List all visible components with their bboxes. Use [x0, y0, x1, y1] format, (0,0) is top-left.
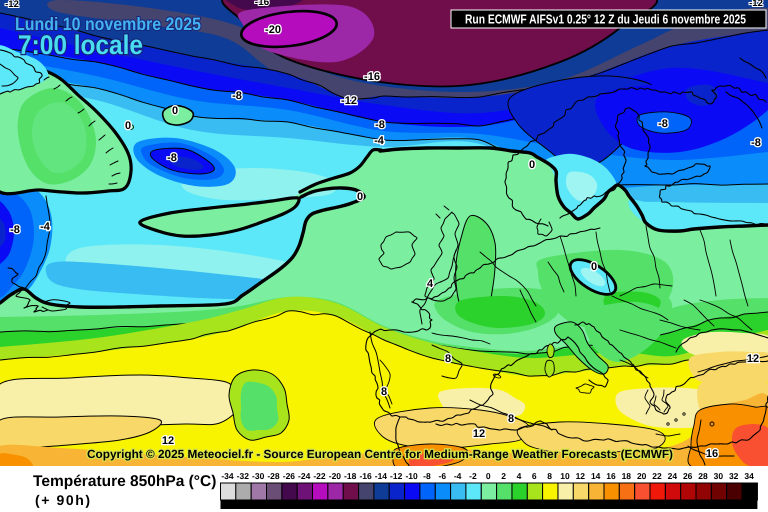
svg-text:8: 8	[508, 413, 514, 425]
svg-text:Lundi 10 novembre 2025: Lundi 10 novembre 2025	[15, 14, 201, 34]
svg-text:34: 34	[744, 471, 754, 481]
svg-text:-8: -8	[10, 224, 20, 236]
svg-text:0: 0	[529, 159, 535, 171]
svg-text:-20: -20	[265, 24, 281, 36]
svg-text:12: 12	[473, 428, 485, 440]
svg-text:-4: -4	[40, 221, 51, 233]
svg-text:-10: -10	[405, 471, 418, 481]
svg-text:-8: -8	[658, 118, 668, 130]
svg-text:12: 12	[576, 471, 586, 481]
svg-text:18: 18	[622, 471, 632, 481]
svg-text:8: 8	[547, 471, 552, 481]
svg-text:-26: -26	[283, 471, 296, 481]
svg-text:24: 24	[668, 471, 678, 481]
svg-text:2: 2	[501, 471, 506, 481]
svg-text:-4: -4	[374, 135, 385, 147]
svg-text:28: 28	[698, 471, 708, 481]
svg-text:16: 16	[606, 471, 616, 481]
svg-text:4: 4	[427, 278, 434, 290]
svg-text:-12: -12	[5, 0, 19, 10]
svg-text:20: 20	[637, 471, 647, 481]
svg-text:Copyright © 2025 Meteociel.fr: Copyright © 2025 Meteociel.fr - Source E…	[87, 447, 673, 461]
svg-text:-16: -16	[359, 471, 372, 481]
svg-text:-12: -12	[341, 95, 357, 107]
svg-text:0: 0	[486, 471, 491, 481]
svg-text:-8: -8	[167, 152, 177, 164]
svg-text:-22: -22	[313, 471, 326, 481]
svg-text:-20: -20	[329, 471, 342, 481]
svg-text:-28: -28	[267, 471, 280, 481]
svg-text:26: 26	[683, 471, 693, 481]
svg-text:10: 10	[560, 471, 570, 481]
svg-text:-12: -12	[390, 471, 403, 481]
svg-text:8: 8	[445, 353, 451, 365]
svg-text:-16: -16	[255, 0, 270, 8]
svg-text:-6: -6	[439, 471, 447, 481]
svg-text:14: 14	[591, 471, 601, 481]
svg-text:-34: -34	[221, 471, 234, 481]
svg-text:6: 6	[532, 471, 537, 481]
svg-text:-30: -30	[252, 471, 265, 481]
svg-text:32: 32	[729, 471, 739, 481]
svg-text:-12: -12	[749, 0, 763, 9]
svg-text:-8: -8	[751, 137, 761, 149]
svg-text:-32: -32	[237, 471, 250, 481]
svg-text:-8: -8	[375, 119, 385, 131]
svg-text:22: 22	[652, 471, 662, 481]
svg-text:7:00 locale: 7:00 locale	[18, 30, 143, 60]
svg-text:-16: -16	[364, 71, 380, 83]
svg-text:-4: -4	[454, 471, 462, 481]
svg-text:-8: -8	[232, 90, 242, 102]
svg-text:-2: -2	[469, 471, 477, 481]
svg-text:-8: -8	[423, 471, 431, 481]
svg-text:0: 0	[591, 261, 597, 273]
svg-text:4: 4	[517, 471, 522, 481]
svg-text:12: 12	[162, 435, 174, 447]
svg-text:0: 0	[357, 191, 363, 203]
svg-text:-14: -14	[375, 471, 388, 481]
svg-text:Run ECMWF AIFSv1 0.25° 12 Z du: Run ECMWF AIFSv1 0.25° 12 Z du Jeudi 6 n…	[465, 12, 746, 27]
svg-text:0: 0	[125, 120, 131, 132]
svg-text:0: 0	[172, 105, 178, 117]
svg-text:Température 850hPa (°C): Température 850hPa (°C)	[33, 473, 216, 490]
svg-text:-18: -18	[344, 471, 357, 481]
svg-text:(+ 90h): (+ 90h)	[35, 492, 90, 508]
svg-text:-24: -24	[298, 471, 311, 481]
svg-text:12: 12	[747, 353, 759, 365]
svg-text:16: 16	[706, 448, 718, 460]
svg-text:8: 8	[381, 386, 387, 398]
svg-text:30: 30	[714, 471, 724, 481]
